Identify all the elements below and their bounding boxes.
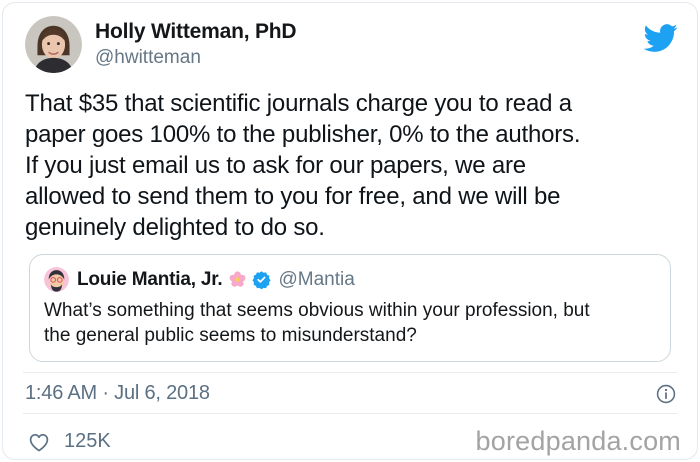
quoted-author-handle[interactable]: @Mantia — [278, 268, 355, 290]
divider — [23, 372, 677, 373]
quoted-text-line: What’s something that seems obvious with… — [44, 300, 590, 321]
cherry-blossom-icon — [230, 271, 246, 287]
tweet-text: That $35 that scientific journals charge… — [25, 88, 677, 243]
tweet-text-line: genuinely delighted to do so. — [25, 214, 325, 241]
author-name[interactable]: Holly Witteman, PhD — [95, 20, 297, 43]
quoted-text-line: the general public seems to misunderstan… — [44, 325, 417, 346]
like-count[interactable]: 125K — [64, 430, 111, 452]
quoted-tweet-text: What’s something that seems obvious with… — [30, 294, 670, 361]
divider — [23, 413, 677, 414]
avatar[interactable] — [25, 16, 82, 73]
actions-row: 125K boredpanda.com — [3, 414, 697, 457]
verified-badge-icon — [252, 271, 272, 289]
tweet-text-line: That $35 that scientific journals charge… — [25, 90, 572, 117]
info-icon[interactable] — [655, 383, 677, 405]
heart-icon[interactable] — [27, 430, 51, 454]
tweet-text-line: paper goes 100% to the publisher, 0% to … — [25, 121, 581, 148]
tweet-text-line: allowed to send them to you for free, an… — [25, 183, 561, 210]
quoted-tweet-card[interactable]: Louie Mantia, Jr. @Mantia — [29, 254, 671, 362]
tweet-header: Holly Witteman, PhD @hwitteman — [3, 3, 697, 73]
quoted-author-name[interactable]: Louie Mantia, Jr. — [77, 268, 223, 290]
quoted-avatar — [44, 267, 69, 292]
timestamp[interactable]: 1:46 AM · Jul 6, 2018 — [25, 382, 210, 404]
author-handle[interactable]: @hwitteman — [95, 47, 201, 68]
twitter-bird-icon[interactable] — [640, 21, 681, 55]
author-names: Holly Witteman, PhD @hwitteman — [95, 16, 297, 70]
quoted-tweet-header: Louie Mantia, Jr. @Mantia — [30, 255, 670, 294]
meta-row: 1:46 AM · Jul 6, 2018 — [3, 373, 697, 413]
tweet-text-line: If you just email us to ask for our pape… — [25, 152, 526, 179]
watermark: boredpanda.com — [475, 426, 681, 456]
